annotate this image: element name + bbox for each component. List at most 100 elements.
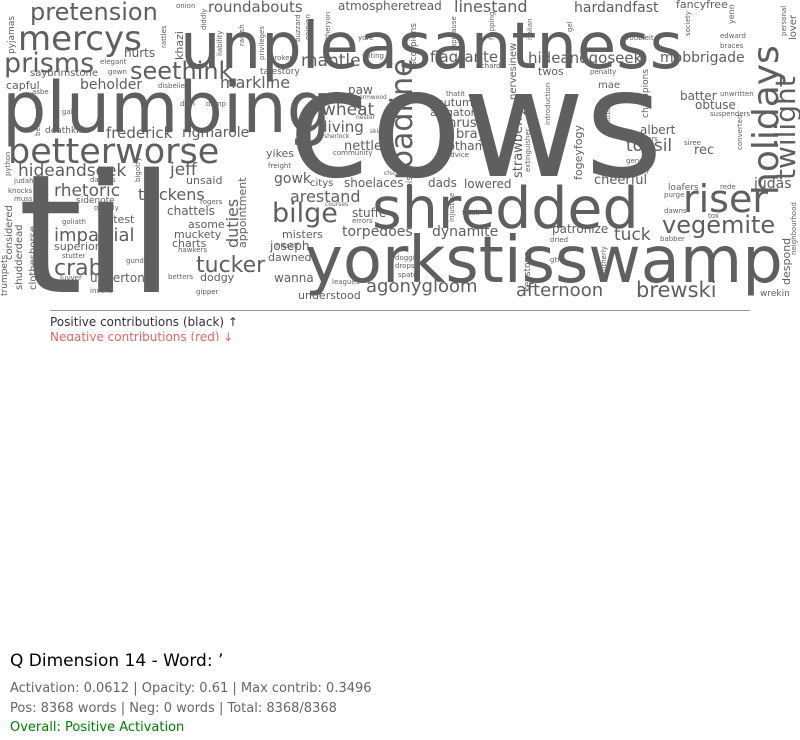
cloud-word: judah xyxy=(13,177,34,185)
legend-negative: Negative contributions (red) ↓ xyxy=(50,330,234,341)
cloud-word: doin xyxy=(180,100,195,108)
cloud-word: disbelief xyxy=(158,82,188,90)
cloud-word: cows xyxy=(288,38,663,212)
cloud-word: italian xyxy=(526,18,534,40)
cloud-word: muss xyxy=(14,195,33,203)
cloud-word: champions xyxy=(641,69,651,118)
cloud-word: bendwait xyxy=(34,103,42,136)
cloud-word: elegant xyxy=(100,58,127,66)
cloud-word: citys xyxy=(310,178,333,189)
cloud-word: rogers xyxy=(200,198,223,206)
cloud-word: mobbrigade xyxy=(660,50,745,66)
cloud-word: yorkstisswamp xyxy=(305,224,783,298)
cloud-word: linestand xyxy=(454,0,528,16)
cloud-word: charts xyxy=(172,237,207,250)
cloud-word: gundy xyxy=(126,257,148,265)
cloud-word: tuck xyxy=(614,225,651,245)
cloud-word: hideandseek xyxy=(18,161,127,181)
cloud-word: introduction xyxy=(544,83,552,125)
cloud-word: neighbourhood xyxy=(790,202,798,255)
cloud-word: frederick xyxy=(106,124,173,142)
cloud-word: doggie xyxy=(395,254,419,262)
cloud-word: knocks xyxy=(8,187,33,195)
cloud-word: injustice xyxy=(448,193,456,222)
cloud-word: rede xyxy=(720,183,736,191)
cloud-word: skirt xyxy=(370,128,384,135)
cloud-word: chattels xyxy=(167,204,215,218)
cloud-word: courses xyxy=(325,201,348,208)
cloud-word: troubleit xyxy=(624,34,654,42)
cloud-word: thickens xyxy=(138,185,205,204)
cloud-word: rigmarole xyxy=(182,125,249,141)
cloud-word: leagues xyxy=(332,278,360,286)
cloud-word: betters xyxy=(168,273,193,281)
cloud-word: stutter xyxy=(62,252,86,260)
cloud-word: sidenote xyxy=(76,196,115,206)
cloud-word: penalty xyxy=(590,68,616,76)
cloud-word: dawned xyxy=(268,251,311,264)
cloud-word: gel xyxy=(566,21,574,32)
cloud-word: afternoon xyxy=(516,280,603,300)
cloud-word: talestory xyxy=(260,67,301,77)
cloud-word: bray xyxy=(456,127,486,142)
cloud-word: judas xyxy=(753,176,792,192)
activation-stats: Activation: 0.0612 | Opacity: 0.61 | Max… xyxy=(10,681,372,696)
cloud-word: capful xyxy=(6,79,40,92)
cloud-word: batter xyxy=(680,89,717,103)
cloud-word: superiority xyxy=(54,240,114,253)
cloud-word: onion xyxy=(176,2,195,10)
cloud-word: unsaid xyxy=(186,174,222,187)
cloud-word: mae xyxy=(598,80,620,91)
cloud-word: alligator xyxy=(430,106,476,119)
cloud-word: understood xyxy=(298,289,361,300)
cloud-word: prisms xyxy=(4,48,94,79)
cloud-word: richard xyxy=(476,62,501,70)
overall-status: Overall: Positive Activation xyxy=(10,720,185,735)
cloud-word: nervesinew xyxy=(508,43,519,100)
cloud-word: wheat xyxy=(322,100,375,120)
cloud-word: hardandfast xyxy=(574,0,659,16)
cloud-word: holidays xyxy=(746,45,787,195)
legend-positive: Positive contributions (black) ↑ xyxy=(50,315,238,329)
cloud-word: albert xyxy=(640,123,676,137)
cloud-word: seethink xyxy=(130,57,233,85)
cloud-word: markline xyxy=(220,73,290,92)
cloud-word: voting xyxy=(362,52,384,60)
cloud-word: muckety xyxy=(174,228,222,241)
cloud-word: gipper xyxy=(196,288,219,296)
cloud-word: gotham xyxy=(440,139,486,153)
cloud-word: wrekin xyxy=(760,289,790,299)
cloud-word: opinion xyxy=(304,14,312,40)
cloud-word: dried xyxy=(550,236,568,244)
cloud-word: unpleasantness xyxy=(180,10,683,84)
cloud-word: broker xyxy=(270,54,293,62)
cloud-word: torpedoes xyxy=(342,224,413,240)
cloud-word: deathkill xyxy=(45,126,84,136)
cloud-word: diddly xyxy=(200,9,208,30)
cloud-word: ideology xyxy=(620,166,650,174)
cloud-word: invent xyxy=(90,287,112,295)
cloud-word: freight xyxy=(268,162,291,170)
cloud-word: scorpions xyxy=(409,23,419,66)
cloud-word: joseph xyxy=(269,239,310,253)
cloud-word: saybrimstone xyxy=(30,68,98,79)
cloud-word: impartial xyxy=(54,225,134,246)
cloud-word: bigotry xyxy=(134,157,142,182)
cloud-word: dawns xyxy=(664,207,687,215)
cloud-word: gal xyxy=(62,108,73,116)
cloud-word: edward xyxy=(720,32,746,40)
cloud-word: namenoise xyxy=(405,170,415,220)
cloud-word: chick xyxy=(384,170,400,177)
cloud-word: gown xyxy=(108,68,127,76)
cloud-word: gender xyxy=(626,157,651,165)
cloud-word: atmospheretread xyxy=(338,0,442,13)
cloud-word: betterworse xyxy=(8,132,219,172)
cloud-word: advice xyxy=(446,151,469,159)
cloud-word: tucker xyxy=(196,253,266,278)
cloud-word: despond xyxy=(780,238,793,285)
cloud-word: strawberry xyxy=(511,107,526,178)
cloud-word: rattles xyxy=(160,25,168,48)
cloud-word: spate xyxy=(398,271,417,279)
cloud-word: tox xyxy=(708,212,719,220)
